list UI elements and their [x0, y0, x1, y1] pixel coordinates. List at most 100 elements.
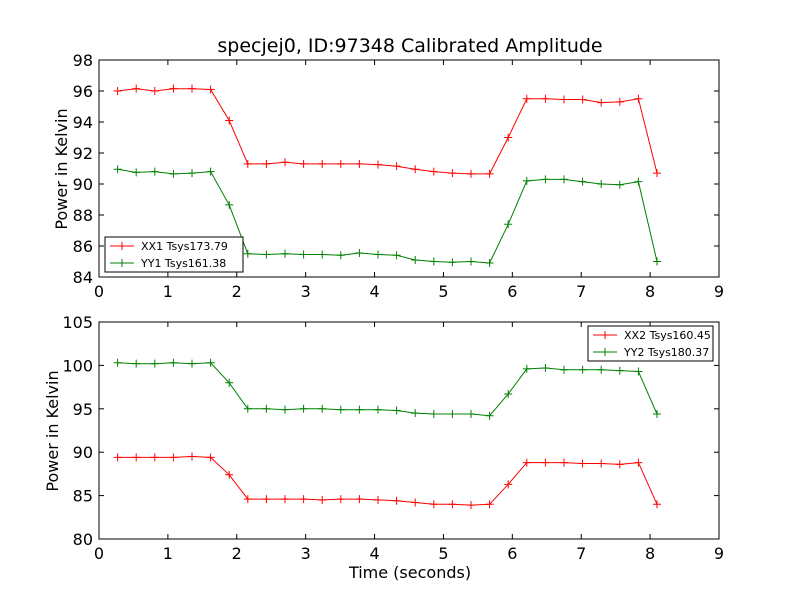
data-point: [467, 501, 475, 510]
y-axis-label: Power in Kelvin: [52, 108, 71, 229]
data-point: [504, 133, 513, 142]
data-point: [262, 159, 271, 168]
data-point: [243, 495, 252, 504]
data-point: [448, 169, 457, 178]
data-point: [448, 410, 457, 419]
axis-ticks: 0 1 2 3 4 5 6 7 8 9 84 86 88 90 92 94 96 98: [73, 51, 724, 301]
data-point: [578, 365, 587, 374]
x-tick-label: 7: [576, 282, 586, 301]
legend-box: [104, 236, 244, 273]
data-point: [150, 87, 159, 95]
data-point: [578, 459, 587, 468]
data-point: [411, 255, 420, 264]
data-point: [113, 453, 122, 462]
plot-area: [113, 84, 661, 268]
data-point: [206, 358, 215, 367]
data-point: [318, 495, 327, 504]
data-point: [448, 500, 457, 509]
y-tick-label: 88: [73, 206, 93, 225]
y-tick-label: 96: [73, 82, 93, 101]
data-point: [262, 495, 271, 504]
data-point: [504, 390, 513, 399]
x-tick-label: 1: [163, 544, 173, 563]
y-tick-label: 90: [73, 175, 93, 194]
x-axis-label: Time (seconds): [348, 563, 471, 582]
data-point: [522, 176, 531, 185]
data-point: [578, 95, 587, 104]
x-tick-label: 4: [369, 282, 379, 301]
legend-box: [587, 325, 714, 362]
legend-label: XX1 Tsys173.79: [141, 240, 228, 253]
data-point: [448, 258, 457, 267]
data-point: [262, 404, 271, 413]
data-point: [467, 410, 475, 419]
data-point: [299, 495, 308, 504]
data-point: [299, 250, 308, 259]
data-point: [541, 364, 550, 373]
legend-entry: XX2 Tsys160.45: [593, 329, 711, 342]
data-point: [429, 410, 438, 419]
y-tick-label: 105: [62, 313, 93, 332]
data-point: [560, 175, 568, 184]
data-point: [634, 177, 643, 186]
data-point: [522, 94, 531, 103]
y-tick-label: 95: [73, 400, 93, 419]
data-point: [132, 359, 141, 368]
x-tick-label: 8: [645, 282, 655, 301]
data-point: [429, 500, 438, 509]
data-point: [318, 404, 327, 413]
data-point: [653, 500, 661, 509]
x-tick-label: 2: [232, 544, 242, 563]
legend-label: YY2 Tsys180.37: [623, 346, 709, 359]
data-point: [374, 250, 382, 259]
data-point: [299, 404, 308, 413]
data-point: [411, 498, 420, 507]
data-point: [597, 459, 606, 468]
data-point: [206, 167, 215, 176]
data-point: [578, 177, 587, 186]
data-point: [206, 85, 215, 94]
data-point: [169, 84, 178, 93]
data-point: [615, 180, 624, 189]
x-tick-label: 6: [507, 282, 517, 301]
data-point: [243, 159, 252, 168]
data-point: [560, 365, 568, 374]
data-point: [169, 453, 178, 462]
data-point: [485, 169, 494, 178]
data-point: [299, 159, 308, 168]
legend-label: YY1 Tsys161.38: [140, 257, 226, 270]
y-tick-label: 94: [73, 113, 93, 132]
data-point: [597, 365, 606, 374]
y-tick-label: 90: [73, 443, 93, 462]
y-tick-label: 86: [73, 237, 93, 256]
data-point: [615, 366, 624, 375]
data-point: [560, 95, 568, 104]
data-point: [225, 116, 234, 125]
data-point: [336, 251, 345, 260]
x-tick-label: 1: [163, 282, 173, 301]
data-point: [355, 248, 364, 257]
data-point: [225, 378, 234, 387]
data-point: [374, 405, 382, 414]
x-tick-label: 3: [301, 282, 311, 301]
data-point: [615, 460, 624, 469]
data-point: [318, 159, 327, 168]
data-point: [188, 169, 196, 178]
legend-entry: XX1 Tsys173.79: [110, 240, 228, 253]
data-point: [504, 220, 513, 229]
data-point: [150, 359, 159, 368]
data-point: [653, 410, 661, 419]
data-point: [336, 405, 345, 414]
data-point: [560, 458, 568, 467]
data-point: [336, 495, 345, 504]
data-point: [541, 458, 550, 467]
data-point: [243, 249, 252, 258]
series-line: [117, 362, 658, 417]
x-tick-label: 3: [301, 544, 311, 563]
data-point: [374, 495, 382, 504]
data-point: [467, 169, 475, 178]
data-point: [485, 259, 494, 268]
data-point: [597, 180, 606, 188]
data-point: [336, 159, 345, 168]
top-subplot: specjej0, ID:97348 Calibrated Amplitude …: [52, 35, 724, 301]
